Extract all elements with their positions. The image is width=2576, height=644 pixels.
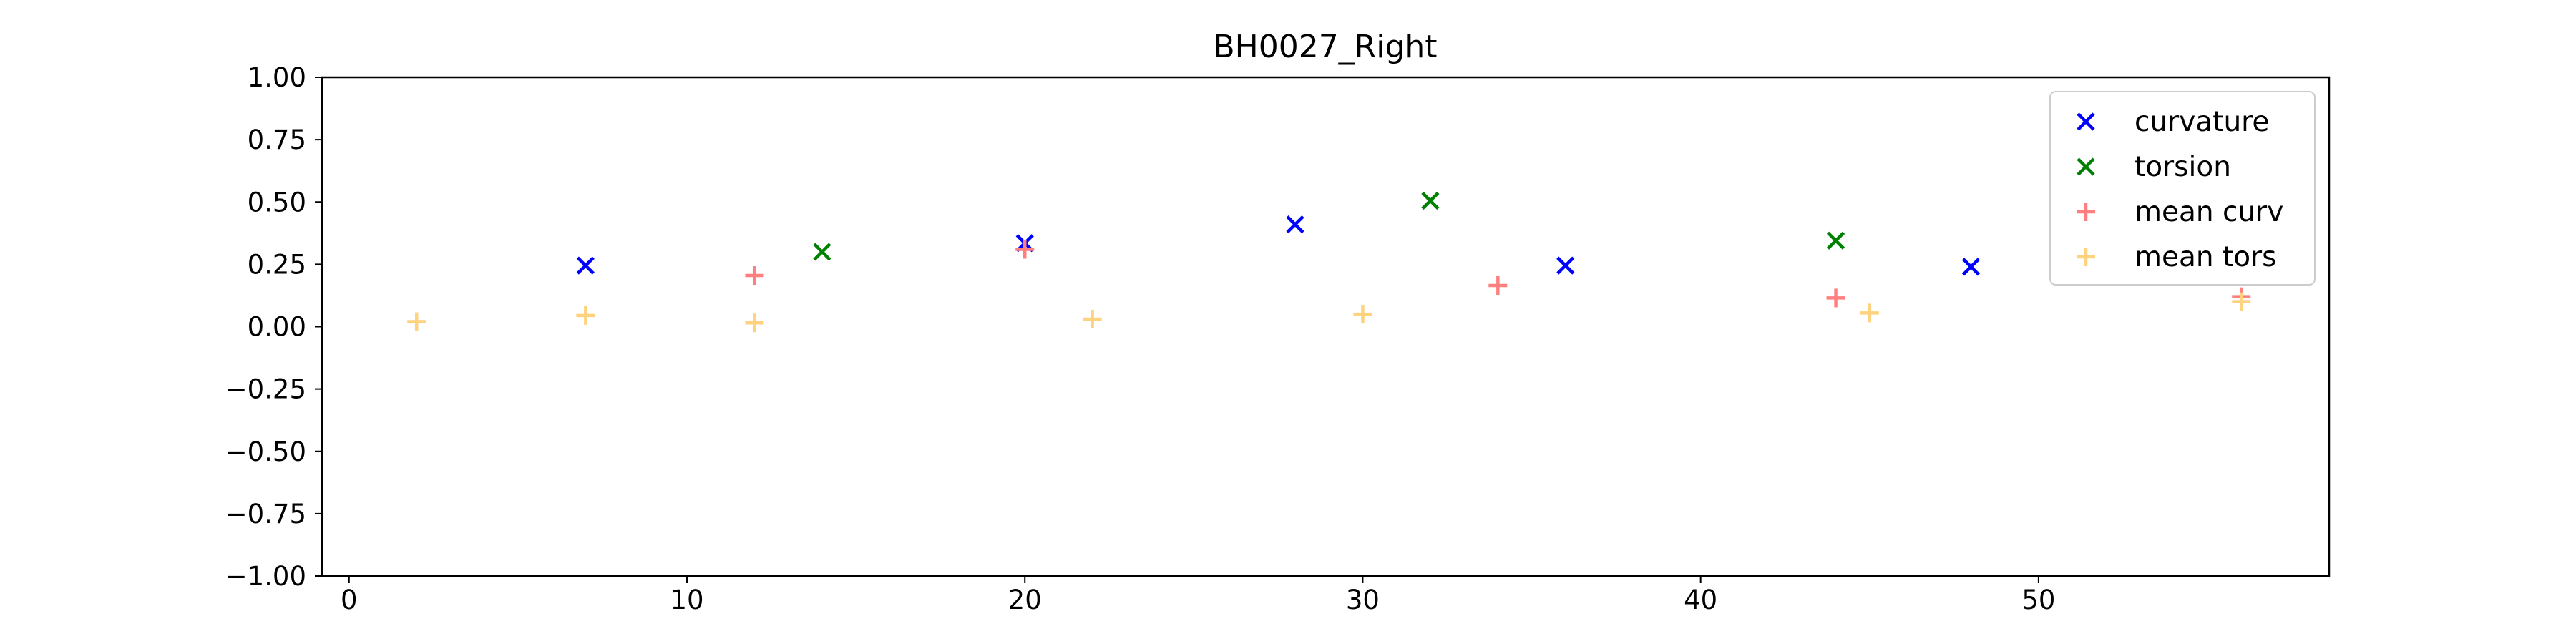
legend-marker <box>2077 203 2095 221</box>
legend-label: mean tors <box>2135 241 2277 273</box>
x-tick-label: 10 <box>670 585 703 615</box>
data-point <box>745 266 764 286</box>
x-axis: 0 10 20 30 40 50 <box>341 576 2055 615</box>
plot-points <box>407 191 2251 333</box>
legend-label: mean curv <box>2135 196 2283 228</box>
y-tick-label: 0.25 <box>248 249 306 280</box>
data-point <box>1556 256 1575 275</box>
data-point <box>1083 310 1102 329</box>
x-tick-label: 50 <box>2021 585 2055 615</box>
legend-entry: mean curv <box>2077 196 2283 228</box>
legend-marker <box>2077 248 2095 266</box>
y-tick-label: 0.50 <box>248 187 306 218</box>
data-point <box>1961 258 1981 276</box>
legend-label: curvature <box>2135 106 2269 138</box>
data-point <box>576 306 595 325</box>
y-tick-label: 0.75 <box>248 125 306 155</box>
series-torsion <box>813 191 1845 261</box>
series-mean-tors <box>407 292 2251 333</box>
data-point <box>745 313 764 333</box>
y-tick-label: 0.00 <box>248 312 306 343</box>
y-axis: 1.00 0.75 0.50 0.25 0.00 −0.25 −0.50 −0.75 −1.00 <box>225 62 322 592</box>
legend-box <box>2049 91 2316 286</box>
x-tick-label: 30 <box>1346 585 1380 615</box>
x-tick-label: 40 <box>1684 585 1717 615</box>
x-tick-label: 20 <box>1008 585 1042 615</box>
data-point <box>813 243 831 261</box>
data-point <box>1353 305 1372 324</box>
legend-marker <box>2077 157 2095 176</box>
data-point <box>1826 288 1845 308</box>
data-point <box>1015 240 1035 259</box>
data-point <box>2232 292 2251 311</box>
y-tick-label: 1.00 <box>248 62 306 93</box>
legend-entry: mean tors <box>2077 241 2277 273</box>
y-tick-label: −0.50 <box>225 436 306 467</box>
legend-entry: torsion <box>2077 151 2231 183</box>
x-tick-label: 0 <box>341 585 358 615</box>
data-point <box>1860 303 1879 323</box>
data-point <box>1421 191 1440 210</box>
legend-entry: curvature <box>2077 106 2269 138</box>
chart-title: BH0027_Right <box>1213 29 1437 65</box>
y-tick-label: −0.25 <box>225 374 306 405</box>
data-point <box>1826 231 1845 250</box>
legend-label: torsion <box>2135 151 2231 183</box>
data-point <box>1488 275 1508 295</box>
legend: curvature torsion mean curv mean tors <box>2049 91 2316 286</box>
data-point <box>407 312 426 331</box>
legend-marker <box>2077 112 2095 131</box>
plot-frame <box>321 76 2331 577</box>
data-point <box>576 256 595 275</box>
y-tick-label: −1.00 <box>225 561 306 592</box>
data-point <box>1286 215 1304 234</box>
y-tick-label: −0.75 <box>225 499 306 530</box>
